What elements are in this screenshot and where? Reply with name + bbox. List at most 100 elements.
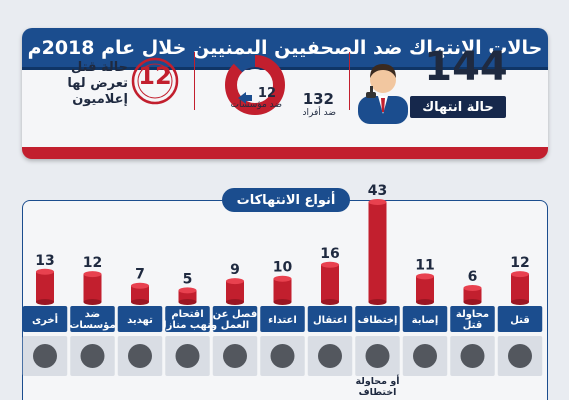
total-violations-label: حالة انتهاك — [410, 96, 506, 118]
total-violations-value: 144 — [424, 44, 508, 90]
category-label-bg-2 — [402, 306, 448, 332]
category-label-bg-3 — [355, 306, 400, 332]
killed-label-line-1: حالة قتل — [71, 60, 128, 75]
bar-7 — [178, 290, 197, 302]
bar-9 — [83, 274, 102, 302]
injured-person-icon — [413, 344, 437, 368]
bar-1 — [463, 288, 482, 302]
category-label-bg-10 — [22, 306, 68, 332]
bar-value-8: 7 — [135, 267, 145, 283]
divider-1 — [349, 52, 350, 110]
bar-base-10 — [36, 299, 54, 305]
bar-group-2: 11 إصابة — [402, 257, 448, 376]
category-label-bg-9 — [70, 306, 115, 332]
bar-cap-2 — [416, 273, 434, 280]
bar-base-1 — [463, 299, 482, 305]
category-label-7-line-0: اقتحام — [171, 309, 203, 320]
bar-2 — [416, 276, 434, 302]
killed-ring-icon — [131, 57, 179, 105]
bar-group-3: 43 إختطاف — [355, 183, 400, 376]
bar-cap-7 — [178, 287, 197, 294]
category-label-9-line-1: مؤسسات — [69, 320, 115, 331]
killed-label-line-3: إعلاميون — [72, 92, 128, 107]
rifle-soldier-icon — [460, 344, 485, 368]
category-label-0-line-0: قتل — [510, 315, 530, 326]
category-label-5-line-0: اعتداء — [268, 315, 297, 326]
padlock-icon — [175, 344, 200, 368]
threat-figure-icon — [128, 344, 152, 368]
category-label-bg-0 — [497, 306, 543, 332]
bar-value-9: 12 — [83, 255, 102, 271]
category-label-1-line-0: محاولة — [456, 309, 489, 320]
bar-8 — [131, 285, 149, 302]
institutions-value: 12 — [257, 86, 276, 101]
bar-value-10: 13 — [35, 253, 54, 269]
bar-group-8: 7 تهديد — [117, 267, 163, 376]
bar-value-6: 9 — [230, 262, 240, 278]
bar-base-5 — [273, 299, 292, 305]
category-label-bg-6 — [212, 306, 258, 332]
bar-group-5: 10 اعتداء — [260, 260, 305, 376]
bar-base-2 — [416, 299, 434, 305]
category-label-9-line-0: ضد — [85, 309, 100, 320]
category-label-10-line-0: أخرى — [32, 313, 58, 326]
killed-value: 12 — [138, 62, 172, 90]
category-label-4-line-0: اعتقال — [313, 315, 347, 326]
bar-value-1: 6 — [468, 269, 478, 285]
bar-group-4: 16 اعتقال — [307, 246, 353, 376]
bar-base-7 — [178, 299, 197, 305]
gun-victim-icon — [508, 344, 532, 368]
bar-cap-0 — [511, 271, 529, 278]
kidnap-sublabel-line-0: أو محاولة — [356, 374, 400, 387]
kidnap-sublabel-line-1: اختطاف — [359, 387, 397, 398]
killed-label-line-2: تعرض لها — [67, 76, 128, 91]
bar-base-4 — [321, 299, 339, 305]
bar-cap-8 — [131, 282, 149, 289]
bar-10 — [36, 271, 54, 302]
category-label-6-line-0: فصل عن — [213, 309, 258, 320]
bar-value-0: 12 — [510, 255, 529, 271]
briefcase-icon — [223, 344, 247, 368]
journalist-icon — [358, 64, 408, 124]
category-label-bg-4 — [307, 306, 353, 332]
masked-kidnapper-icon — [365, 344, 390, 368]
bar-3 — [368, 202, 387, 302]
bar-base-9 — [83, 299, 102, 305]
killed-label: حالة قتل تعرض لها إعلاميون — [52, 60, 128, 108]
individuals-institutions-donut — [225, 54, 285, 115]
category-label-bg-1 — [450, 306, 495, 332]
chart-title: أنواع الانتهاكات — [222, 188, 350, 212]
bar-4 — [321, 264, 339, 302]
building-icon — [80, 344, 105, 368]
bar-cap-10 — [36, 268, 54, 275]
pointer-arrow-icon — [238, 92, 252, 104]
bar-group-10: 13 أخرى — [22, 253, 68, 376]
bar-value-3: 43 — [368, 183, 387, 199]
individuals-value: 132 — [302, 90, 334, 108]
bar-cap-1 — [463, 285, 482, 292]
bar-6 — [226, 281, 244, 302]
category-label-bg-8 — [117, 306, 163, 332]
category-label-3-line-0: إختطاف — [358, 315, 398, 326]
bar-cap-5 — [273, 275, 292, 282]
category-label-1-line-1: قتل — [463, 320, 483, 331]
bar-base-3 — [368, 299, 387, 305]
prohibited-icon — [33, 344, 57, 368]
bar-value-2: 11 — [415, 257, 434, 273]
individuals-label: ضد أفراد — [302, 108, 336, 118]
bar-cap-4 — [321, 261, 339, 268]
bar-base-8 — [131, 299, 149, 305]
category-label-2-line-0: إصابة — [412, 315, 439, 326]
bar-0 — [511, 274, 529, 302]
attack-baton-icon — [270, 344, 295, 368]
category-label-7-line-1: ونهب منازل — [158, 320, 217, 331]
bar-base-6 — [226, 299, 244, 305]
bar-value-7: 5 — [183, 271, 193, 287]
category-label-6-line-1: العمل — [221, 320, 249, 331]
summary-panel: حالات الانتهاك ضد الصحفيين اليمنيين خلال… — [22, 28, 548, 159]
